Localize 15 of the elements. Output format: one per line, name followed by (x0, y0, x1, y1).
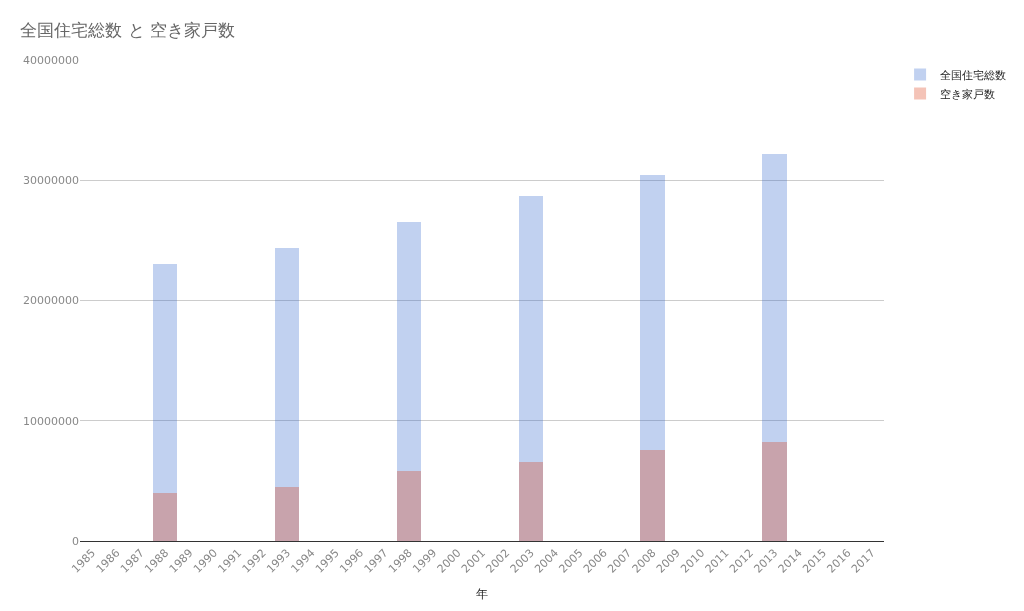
y-tick-label: 0 (72, 534, 79, 548)
y-tick-label: 40000000 (23, 53, 79, 67)
y-tick-label: 20000000 (23, 294, 79, 308)
bar (397, 471, 421, 541)
bar (153, 493, 177, 541)
x-axis-title: 年 (476, 587, 488, 602)
chart-title: 全国住宅総数 と 空き家戸数 (20, 20, 236, 41)
y-tick-label: 30000000 (23, 174, 79, 188)
y-tick-label: 10000000 (23, 414, 79, 428)
bar (640, 450, 665, 541)
bar (275, 487, 299, 541)
bar (519, 462, 543, 541)
legend-label: 空き家戸数 (940, 87, 996, 101)
bar (762, 442, 787, 541)
legend-label: 全国住宅総数 (940, 68, 1007, 82)
